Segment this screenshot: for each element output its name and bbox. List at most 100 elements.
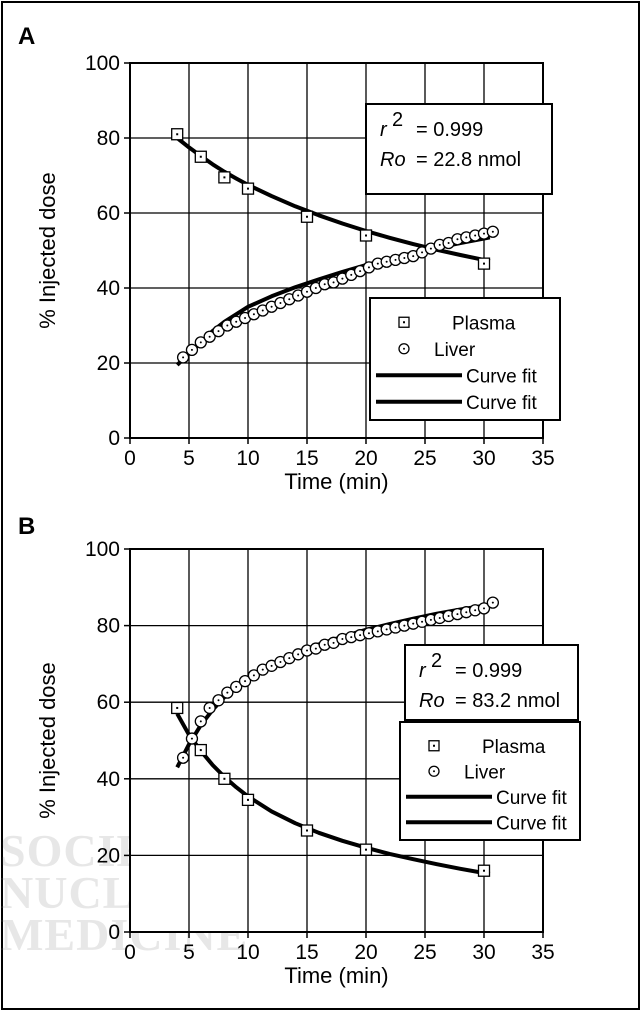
panel-a-y-tick-label: 40 — [97, 277, 120, 300]
panel-b-liver-point-dot — [438, 616, 441, 619]
panel-b-legend-plasma-label: Plasma — [482, 737, 546, 758]
panel-a-liver-point-dot — [350, 273, 353, 276]
panel-b-liver-point-dot — [412, 622, 415, 625]
panel-a-y-axis-label: % Injected dose — [35, 172, 60, 329]
panel-b-x-tick-label: 10 — [236, 941, 259, 964]
panel-b-liver-point-dot — [376, 630, 379, 633]
panel-a-r2-label: r — [380, 119, 388, 141]
panel-b-chart: B 0 5 10 15 20 25 30 35 0 20 40 60 80 100 Time (min) % I… — [18, 513, 581, 988]
panel-a-r2-value: = 0.999 — [416, 119, 483, 141]
panel-b-liver-point-dot — [182, 756, 185, 759]
panel-b-liver-point-dot — [341, 638, 344, 641]
panel-a-liver-point-dot — [438, 243, 441, 246]
panel-a-chart: A 0 5 10 15 20 25 30 35 0 20 40 60 80 100 Time (min) % I… — [18, 23, 561, 494]
panel-b-liver-point-dot — [288, 657, 291, 660]
panel-b-x-tick-label: 20 — [354, 941, 377, 964]
panel-b-liver-point-dot — [367, 632, 370, 635]
panel-a-liver-point-dot — [376, 262, 379, 265]
panel-a-liver-point-dot — [270, 305, 273, 308]
panel-b-liver-point-dot — [465, 611, 468, 614]
panel-a-plasma-point-dot — [483, 262, 485, 265]
panel-b-liver-point-dot — [199, 720, 202, 723]
panel-a-stats-box — [365, 103, 553, 195]
panel-a-legend-curve-fit-label-2: Curve fit — [466, 366, 537, 387]
panel-a-liver-point-dot — [474, 234, 477, 237]
panel-a-liver-point-dot — [306, 290, 308, 293]
panel-a-legend-liver-marker-dot — [403, 347, 405, 350]
panel-a-plasma-point-dot — [223, 176, 226, 179]
panel-a-liver-point-dot — [208, 335, 211, 338]
panel-a-liver-point-dot — [341, 277, 344, 280]
panel-a-liver-point-dot — [385, 260, 388, 263]
panel-a-y-tick-label: 100 — [85, 52, 120, 75]
panel-b-r2-label: r — [419, 660, 427, 682]
panel-b-liver-point-dot — [252, 674, 255, 677]
panel-b-plasma-point-dot — [483, 869, 485, 872]
panel-a-legend-curve-fit-label-3: Curve fit — [466, 393, 537, 414]
panel-b-legend-plasma-marker-dot — [433, 744, 435, 747]
panel-b-stats-box — [404, 644, 579, 721]
panel-a-plasma-point-dot — [199, 155, 202, 158]
panel-a-series-group — [171, 128, 500, 367]
panel-b-plasma-point-dot — [199, 749, 202, 752]
panel-a-liver-point-dot — [217, 330, 220, 333]
panel-b-liver-point-dot — [279, 660, 282, 663]
panel-a-liver-point-dot — [297, 294, 300, 297]
panel-a-plot-border — [129, 62, 544, 439]
panel-b-liver-point-dot — [429, 618, 432, 621]
panel-b-liver-point-dot — [359, 634, 362, 637]
panel-a-x-tick-label: 5 — [183, 447, 195, 470]
panel-b-liver-point-dot — [385, 628, 388, 631]
panel-b-liver-point-dot — [244, 680, 247, 683]
panel-b-y-tick-label: 100 — [85, 538, 120, 561]
panel-a-liver-point-dot — [447, 242, 450, 244]
panel-b-liver-point-dot — [297, 653, 300, 656]
panel-a-liver-point-dot — [226, 324, 229, 327]
panel-a-y-tick-label: 0 — [108, 427, 120, 450]
panel-b-series-group — [171, 596, 500, 877]
panel-a-liver-point-dot — [261, 309, 264, 312]
panel-a-label: A — [18, 23, 35, 50]
panel-b-liver-point-dot — [474, 609, 477, 612]
panel-b-liver-point-dot — [394, 626, 397, 629]
panel-a-liver-point-dot — [288, 298, 291, 301]
panel-a-liver-point-dot — [323, 283, 326, 286]
panel-b-plasma-point-dot — [247, 798, 249, 801]
panel-a-x-tick-label: 25 — [413, 447, 436, 470]
panel-a-liver-point-dot — [190, 348, 193, 351]
panel-a-legend-plasma-label: Plasma — [452, 313, 516, 334]
panel-a-liver-point-dot — [252, 313, 255, 316]
panel-a-plasma-point-dot — [365, 234, 367, 237]
panel-b-y-tick-label: 80 — [97, 615, 120, 638]
panel-b-label: B — [18, 513, 35, 540]
panel-a-liver-point-dot — [429, 247, 432, 250]
panel-b-legend-curve-fit-label-2: Curve fit — [496, 788, 567, 809]
panel-a-liver-point-dot — [456, 238, 459, 241]
panel-a-x-tick-label: 0 — [124, 447, 136, 470]
panel-a-liver-point-dot — [394, 258, 397, 261]
panel-a-x-tick-label: 30 — [472, 447, 495, 470]
panel-b-liver-point-dot — [306, 649, 308, 652]
panel-a-liver-point-dot — [359, 270, 362, 273]
panel-a-liver-point-dot — [314, 287, 317, 289]
panel-a-plasma-point-dot — [176, 133, 179, 136]
panel-a-liver-point-dot — [199, 341, 202, 344]
panel-b-x-tick-label: 15 — [295, 941, 318, 964]
panel-b-ro-value: = 83.2 nmol — [455, 690, 560, 712]
panel-b-x-axis-label: Time (min) — [284, 963, 388, 988]
panel-b-r2-superscript: 2 — [431, 650, 442, 672]
panel-b-y-tick-label: 60 — [97, 691, 120, 714]
panel-b-liver-point-dot — [190, 737, 193, 740]
panel-b-liver-point-dot — [226, 691, 229, 694]
panel-a-liver-point-dot — [244, 317, 247, 319]
panel-b-ro-label: Ro — [419, 690, 445, 712]
panel-b-x-tick-label: 30 — [472, 941, 495, 964]
panel-b-liver-point-dot — [270, 664, 273, 667]
panel-b-liver-point-dot — [332, 641, 335, 644]
panel-b-liver-point-dot — [350, 636, 353, 639]
panel-b-liver-point-dot — [447, 615, 450, 618]
panel-b-legend-liver-label: Liver — [464, 762, 506, 783]
panel-a-plasma-point-dot — [247, 187, 249, 190]
panel-a-liver-point-dot — [491, 230, 494, 233]
panel-b-liver-point-dot — [323, 643, 326, 646]
